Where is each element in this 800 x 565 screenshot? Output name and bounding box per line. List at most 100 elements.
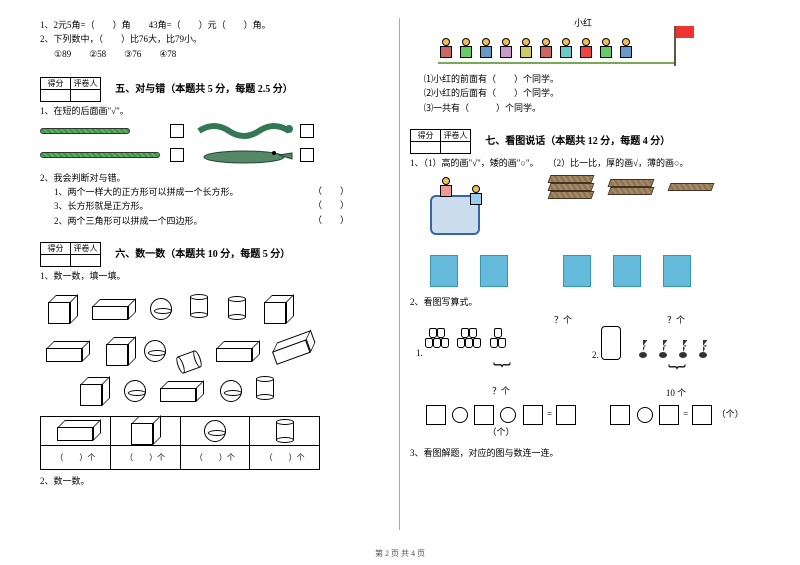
fig-2: ？个 2. ︸ 10 个 (592, 313, 760, 399)
sphere-icon (220, 380, 242, 402)
sec6-q1: 1、数一数，填一填。 (40, 269, 389, 283)
eq-op[interactable] (452, 407, 468, 423)
count-blank[interactable]: （ ）个 (180, 445, 250, 469)
right-column: 小红 ⑴小红的前面有（ ）个同学。 ⑵小红的后面有（ ）个同学。 ⑶一共有（ ）… (400, 18, 770, 530)
bar-long (40, 152, 160, 158)
score-table-6: 得分评卷人 (40, 242, 101, 267)
kid-icon (458, 38, 474, 62)
eq-input[interactable] (659, 405, 679, 425)
brace-icon: ︸ (668, 364, 684, 384)
checkbox-2[interactable] (300, 124, 314, 138)
blank-2[interactable]: （ ） (313, 199, 349, 213)
logs-thin-icon (669, 175, 719, 205)
blank-1[interactable]: （ ） (313, 185, 349, 199)
eq-input[interactable] (474, 405, 494, 425)
cups-group (425, 326, 455, 356)
snake-icon (194, 119, 294, 143)
answer-box[interactable] (613, 255, 641, 287)
kids-queue: 小红 (438, 22, 698, 66)
sec5-q2-row2: 3、长方形就是正方形。 （ ） (54, 199, 389, 213)
kid-icon (498, 38, 514, 62)
eq-input[interactable] (556, 405, 576, 425)
ground-line (438, 62, 674, 64)
kid-icon (518, 38, 534, 62)
cube-icon (48, 296, 76, 324)
cuboid-icon (270, 331, 318, 365)
shapes-area (40, 290, 320, 410)
sec6-q2: 2、数一数。 (40, 474, 389, 488)
cylinder-icon (190, 294, 208, 318)
checkbox-1[interactable] (170, 124, 184, 138)
cube-icon (80, 378, 108, 406)
count-blank[interactable]: （ ）个 (110, 445, 180, 469)
cups-group (490, 326, 520, 356)
kids-q3: ⑶一共有（ ）个同学。 (424, 101, 760, 115)
sec5-q2-3: 2、两个三角形可以拼成一个四边形。 (54, 216, 203, 226)
answer-box[interactable] (663, 255, 691, 287)
checkbox-4[interactable] (300, 148, 314, 162)
q2-text: 2、下列数中，（ ）比76大，比79小。 (40, 32, 389, 46)
kid-xiaohong (578, 38, 594, 62)
cylinder-icon (228, 296, 246, 320)
eq-unit: （个） (717, 409, 744, 419)
flag-icon (674, 26, 698, 66)
q1-text: 1、2元5角=（ ）角 43角=（ ）元（ ）角。 (40, 18, 389, 32)
blank-3[interactable]: （ ） (313, 214, 349, 228)
qmark-2: ？个 (410, 384, 592, 397)
sec5-q2-1: 1、两个一样大的正方形可以拼成一个长方形。 (54, 187, 239, 197)
count-blank[interactable]: （ ）个 (250, 445, 320, 469)
count-blank[interactable]: （ ）个 (41, 445, 111, 469)
answer-box[interactable] (563, 255, 591, 287)
eq-1: = （个） (410, 405, 592, 438)
answer-box[interactable] (430, 255, 458, 287)
answer-boxes-row (420, 249, 760, 289)
qmark-1: ？个 (410, 313, 592, 326)
eq-input[interactable] (523, 405, 543, 425)
eq-op[interactable] (500, 407, 516, 423)
score-h1: 得分 (41, 78, 71, 90)
page-footer: 第 2 页 共 4 页 (0, 548, 800, 559)
cuboid-icon (160, 382, 204, 402)
shuttlecock-icon (696, 340, 710, 358)
eq-input[interactable] (692, 405, 712, 425)
length-compare-area (40, 119, 340, 167)
section-6-header: 得分评卷人 六、数一数（本题共 10 分，每题 5 分） (40, 236, 389, 269)
score-h2: 评卷人 (71, 78, 101, 90)
sec7-q1: 1、（1）高的画"√"，矮的画"○"。 （2）比一比，厚的画√，薄的画○。 (410, 156, 760, 170)
eq-op[interactable] (637, 407, 653, 423)
count-table: （ ）个 （ ）个 （ ）个 （ ）个 (40, 416, 320, 470)
section-5-header: 得分评卷人 五、对与错（本题共 5 分，每题 2.5 分） (40, 71, 389, 104)
sphere-icon (144, 340, 166, 362)
equation-row: = （个） = （个） (410, 405, 760, 438)
cell-cuboid (41, 416, 111, 445)
q2-choices: ①89 ②58 ③76 ④78 (54, 47, 389, 61)
kid-icon (598, 38, 614, 62)
fig-1: ？个 1. ︸ ？个 (410, 313, 592, 399)
sec7-q3: 3、看图解题，对应的图与数连一连。 (410, 446, 760, 460)
sec5-q2-row3: 2、两个三角形可以拼成一个四边形。 （ ） (54, 214, 389, 228)
sec5-q1: 1、在短的后面画"√"。 (40, 104, 389, 118)
cell-cyl (250, 416, 320, 445)
checkbox-3[interactable] (170, 148, 184, 162)
eq-input[interactable] (610, 405, 630, 425)
cell-ball (180, 416, 250, 445)
kid-icon (538, 38, 554, 62)
equation-figures: ？个 1. ︸ ？个 (410, 313, 760, 399)
shuttlecock-icon (676, 340, 690, 358)
num-2: 2. (592, 350, 599, 360)
tube-icon (601, 326, 621, 360)
num-1: 1. (416, 348, 423, 358)
sec7-q2: 2、看图写算式。 (410, 295, 760, 309)
eq-input[interactable] (426, 405, 446, 425)
cuboid-icon (216, 342, 260, 362)
cube-icon (106, 338, 134, 366)
cube-icon (264, 296, 292, 324)
xiaohong-label: 小红 (574, 16, 592, 29)
cuboid-icon (92, 300, 136, 320)
eq-2: = （个） (592, 405, 760, 438)
section-7-header: 得分评卷人 七、看图说话（本题共 12 分，每题 4 分） (410, 123, 760, 156)
ten-label: 10 个 (592, 386, 760, 399)
sphere-icon (124, 380, 146, 402)
section-6-title: 六、数一数（本题共 10 分，每题 5 分） (115, 245, 290, 260)
answer-box[interactable] (480, 255, 508, 287)
